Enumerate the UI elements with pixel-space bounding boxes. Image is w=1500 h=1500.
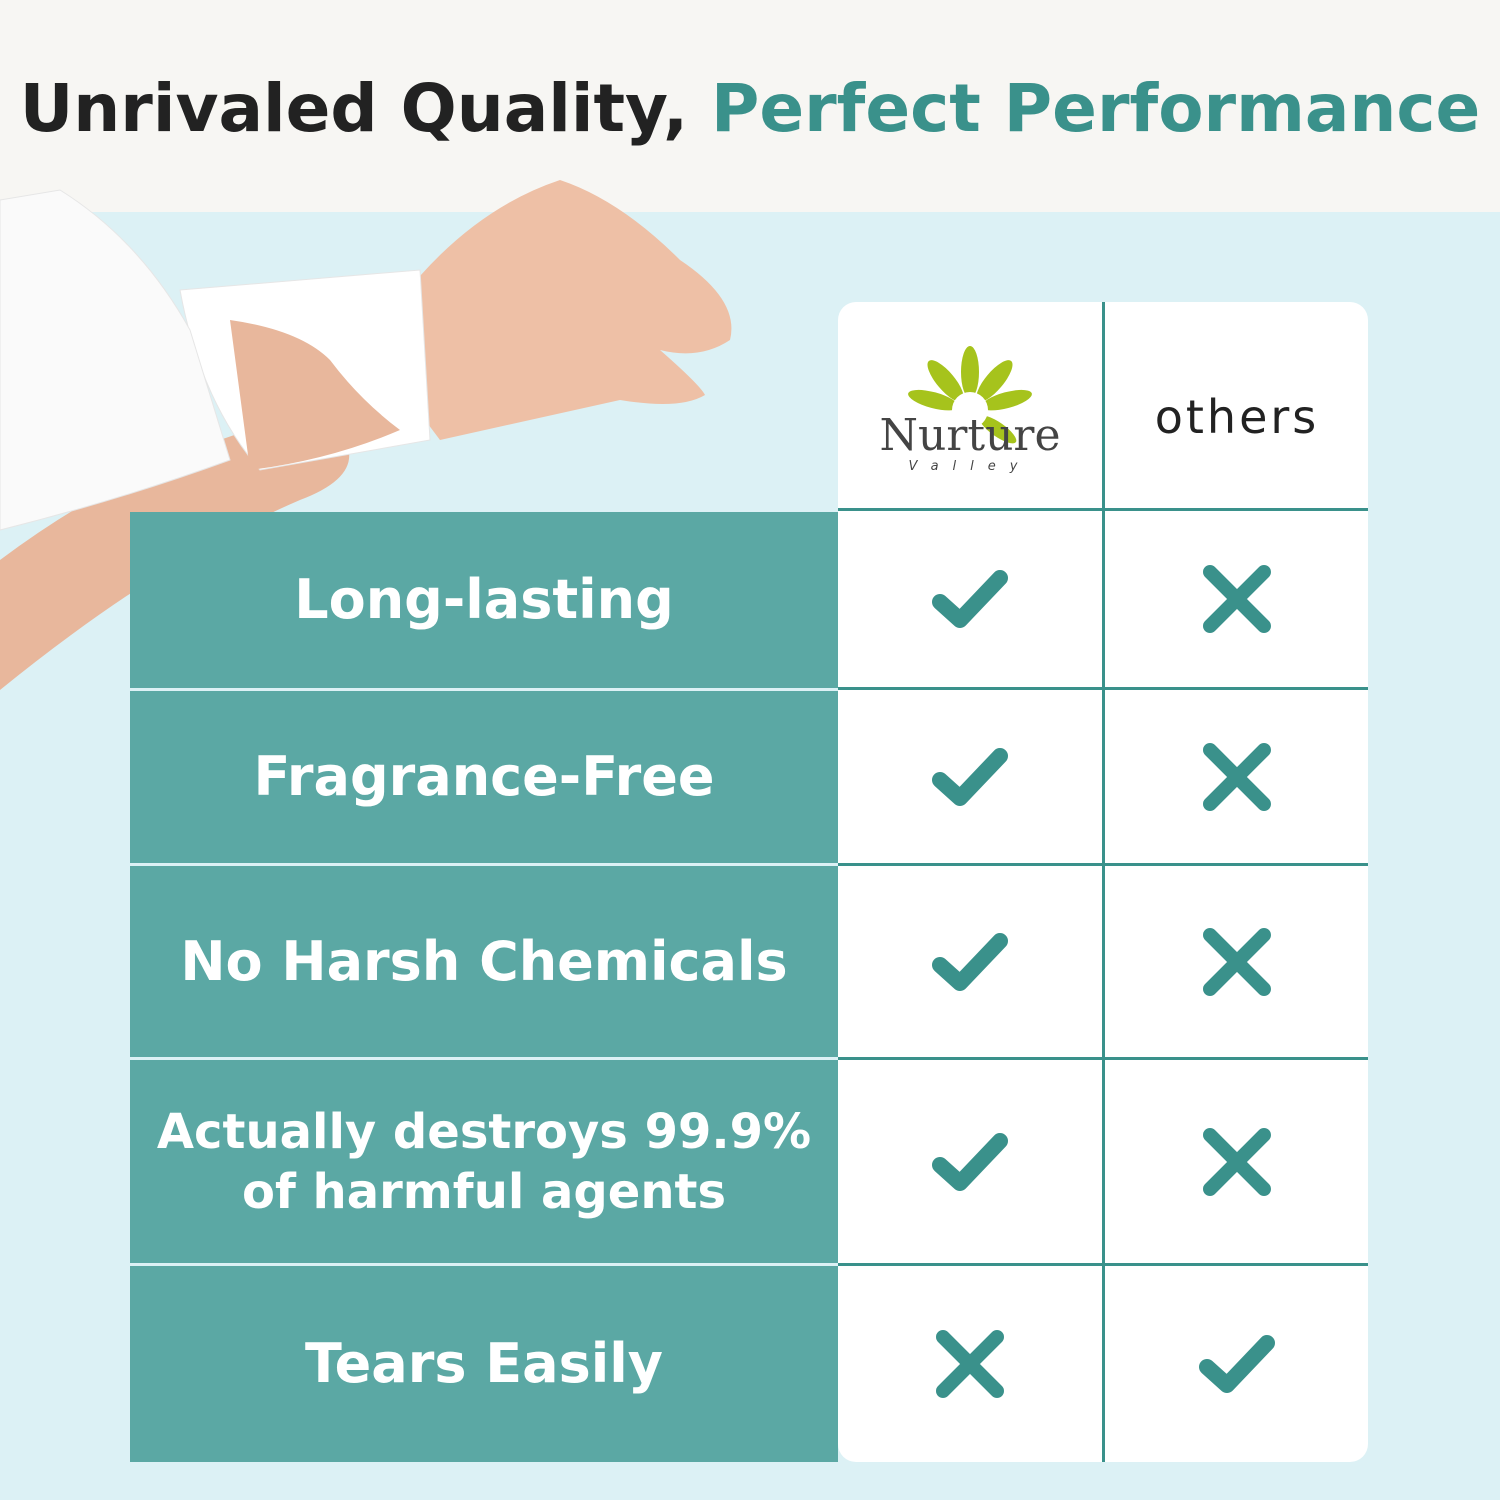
page-title: Unrivaled Quality, Perfect Performance xyxy=(0,70,1500,147)
others-header: others xyxy=(1154,390,1320,444)
divider xyxy=(1102,302,1105,1462)
cross-icon xyxy=(1105,690,1368,863)
title-band xyxy=(0,0,1500,212)
cross-icon xyxy=(1105,1060,1368,1263)
divider xyxy=(838,687,1368,690)
feature-label: Fragrance-Free xyxy=(130,691,838,863)
check-icon xyxy=(838,511,1102,687)
title-part2: Perfect Performance xyxy=(711,70,1481,147)
check-icon xyxy=(838,690,1102,863)
check-icon xyxy=(1105,1266,1368,1462)
divider xyxy=(838,1057,1368,1060)
nurture-valley-logo: Nurture Valley xyxy=(838,302,1102,508)
divider xyxy=(838,1263,1368,1266)
divider xyxy=(838,508,1368,511)
check-icon xyxy=(838,866,1102,1057)
cross-icon xyxy=(838,1266,1102,1462)
feature-label: Tears Easily xyxy=(130,1266,838,1462)
feature-label: No Harsh Chemicals xyxy=(130,866,838,1057)
feature-label: Actually destroys 99.9% of harmful agent… xyxy=(130,1060,838,1263)
svg-text:Nurture: Nurture xyxy=(880,410,1061,461)
title-part1: Unrivaled Quality, xyxy=(19,70,711,147)
svg-text:Valley: Valley xyxy=(909,459,1032,474)
feature-label: Long-lasting xyxy=(130,512,838,688)
cross-icon xyxy=(1105,866,1368,1057)
check-icon xyxy=(838,1060,1102,1263)
divider xyxy=(838,863,1368,866)
cross-icon xyxy=(1105,511,1368,687)
comparison-grid: Nurture Valley others xyxy=(838,302,1368,1462)
